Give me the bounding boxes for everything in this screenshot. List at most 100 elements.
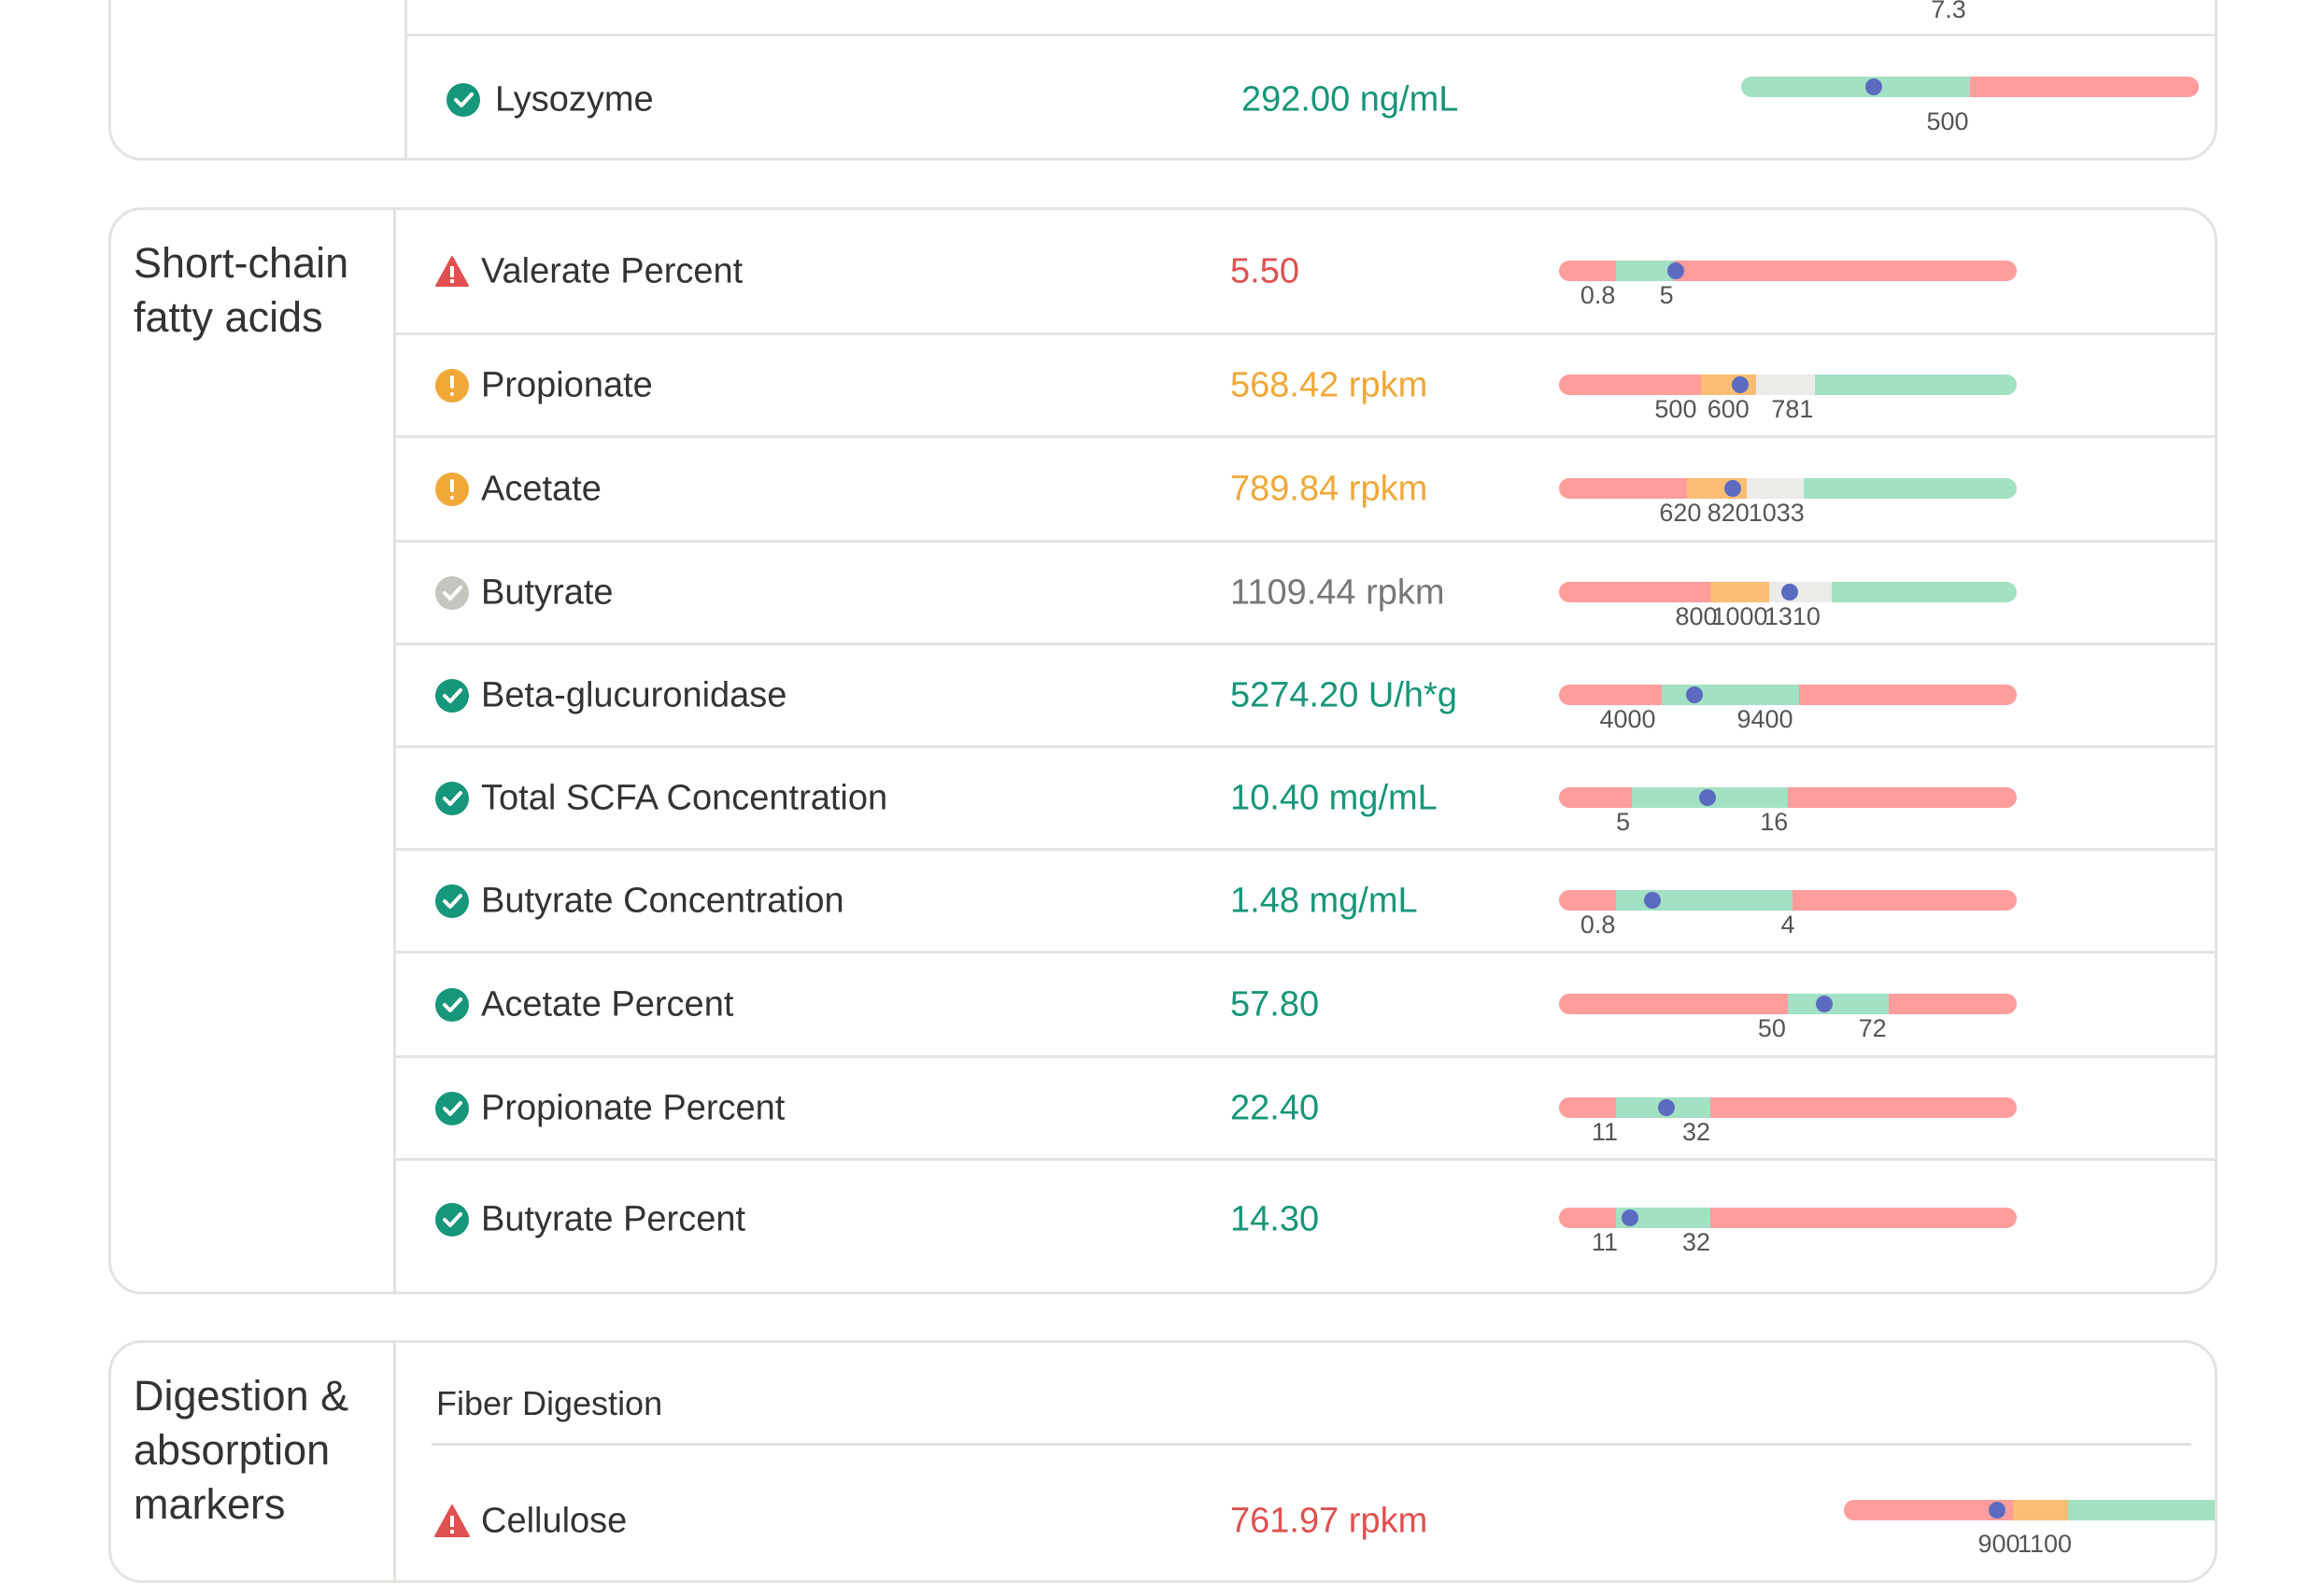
range-segment-red [1559,261,1617,281]
range-tick-label: 16 [1760,808,1789,836]
range-segment-green [1616,261,1674,281]
table-row[interactable]: Beta-glucuronidase 5274.20 U/h*g 4000 9400 [396,645,2215,748]
range-tick-label: 620 [1659,499,1702,527]
range-tick-label: 72 [1858,1014,1887,1042]
range-tick-label: 800 [1675,602,1718,630]
digestion-absorption-card: Digestion & absorption markers Fiber Dig… [108,1340,2218,1583]
value-marker [1731,376,1749,393]
value-marker [1658,1099,1676,1116]
table-row[interactable]: Lysozyme 292.00 ng/mL 500 [407,36,2215,158]
range-segment-orange [1709,582,1770,602]
marker-value: 761.97 rpkm [1230,1501,1428,1541]
marker-name: Acetate Percent [481,984,734,1024]
range-tick-label: 820 [1707,499,1750,527]
range-segment-green [1788,994,1889,1014]
marker-value: 1109.44 rpkm [1230,572,1445,612]
subsection-divider [432,1443,2191,1446]
range-tick-label: 781 [1771,395,1814,423]
value-marker [1699,789,1717,806]
marker-value: 292.00 ng/mL [1241,79,1459,120]
range-tick-label: 1000 [1711,602,1768,630]
table-row[interactable]: Butyrate Concentration 1.48 mg/mL 0.8 4 [396,851,2215,954]
marker-value: 57.80 [1230,984,1320,1024]
range-bar [1559,1208,2017,1228]
range-bar [1559,890,2017,911]
category-column [111,0,407,158]
table-row[interactable]: Cellulose 761.97 rpkm 900 1100 [396,1448,2215,1569]
range-segment-red [1787,787,2017,808]
range-segment-red [1559,685,1663,705]
range-segment-red [1559,478,1688,499]
value-marker [1644,892,1662,909]
table-row[interactable]: Acetate 789.84 rpkm 620 820 1033 [396,438,2215,543]
table-row: 7.3 [407,0,2215,36]
range-tick-label: 1100 [2017,1530,2073,1558]
subsection-heading: Fiber Digestion [436,1384,663,1422]
range-segment-green [1831,582,2017,602]
range-segment-green [1804,478,2017,499]
range-tick-label: 11 [1591,1118,1619,1146]
value-marker [1781,584,1799,601]
range-bar [1559,1097,2017,1118]
range-segment-red [1709,1208,2017,1228]
table-row[interactable]: Acetate Percent 57.80 50 72 [396,954,2215,1058]
range-segment-red [1559,582,1710,602]
range-segment-green [1815,375,2017,395]
check-badge-icon [435,678,469,713]
table-row[interactable]: Propionate 568.42 rpkm 500 600 781 [396,335,2215,438]
neutral-check-icon [435,575,469,610]
value-marker [1989,1502,2005,1519]
marker-value: 789.84 rpkm [1230,469,1428,508]
marker-name: Cellulose [481,1501,628,1541]
value-marker [1816,996,1834,1012]
range-segment-gray [1755,375,1816,395]
table-row[interactable]: Propionate Percent 22.40 11 32 [396,1058,2215,1161]
table-row[interactable]: Butyrate 1109.44 rpkm 800 1000 1310 [396,543,2215,645]
range-bar [1559,994,2017,1014]
table-row[interactable]: Butyrate Percent 14.30 11 32 [396,1161,2215,1279]
marker-name: Acetate [481,469,602,508]
check-badge-icon [435,987,469,1022]
range-segment-red [1559,375,1701,395]
range-tick-label: 50 [1757,1014,1786,1042]
warning-triangle-icon [435,255,469,287]
check-badge-icon [435,781,469,815]
range-segment-green [1662,685,1800,705]
range-tick-label: 4 [1780,911,1795,939]
range-tick-label: 600 [1707,395,1750,423]
marker-name: Butyrate [481,572,614,612]
range-segment-gray [1769,582,1832,602]
exclamation-circle-icon [435,368,469,403]
range-tick-label: 11 [1591,1228,1619,1256]
range-segment-red [1559,787,1633,808]
marker-value: 22.40 [1230,1088,1320,1127]
category-column: Digestion & absorption markers [111,1343,396,1580]
table-row[interactable]: Total SCFA Concentration 10.40 mg/mL 5 16 [396,748,2215,851]
marker-name: Butyrate Percent [481,1199,746,1239]
range-tick-label: 32 [1681,1228,1711,1256]
range-tick-label: 500 [1654,395,1697,423]
category-column: Short-chain fatty acids [111,210,396,1292]
range-tick-label: 0.8 [1580,911,1616,939]
range-segment-normal [1741,77,1970,97]
check-badge-icon [435,883,469,918]
table-row[interactable]: Valerate Percent 5.50 0.8 5 [396,210,2215,335]
marker-value: 5.50 [1230,251,1299,290]
marker-name: Beta-glucuronidase [481,675,787,714]
short-chain-fatty-acids-card: Short-chain fatty acids Valerate Percent… [108,207,2218,1294]
marker-name: Lysozyme [495,79,654,120]
range-segment-red [1709,1097,2017,1118]
range-tick-label: 5 [1659,281,1674,309]
range-tick-label: 32 [1681,1118,1711,1146]
gut-health-card: 7.3 Lysozyme 292.00 ng/mL 500 [108,0,2218,161]
range-tick-label: 4000 [1599,705,1656,733]
range-segment-red [1559,994,1788,1014]
category-title: Digestion & absorption markers [134,1372,349,1528]
range-tick-label: 1033 [1748,499,1805,527]
range-segment-red [1559,1208,1617,1228]
category-title: Short-chain fatty acids [134,239,349,341]
marker-value: 1.48 mg/mL [1230,881,1418,920]
range-tick-label: 9400 [1736,705,1793,733]
range-tick-label: 900 [1977,1530,2020,1558]
range-segment-red [1673,261,2017,281]
